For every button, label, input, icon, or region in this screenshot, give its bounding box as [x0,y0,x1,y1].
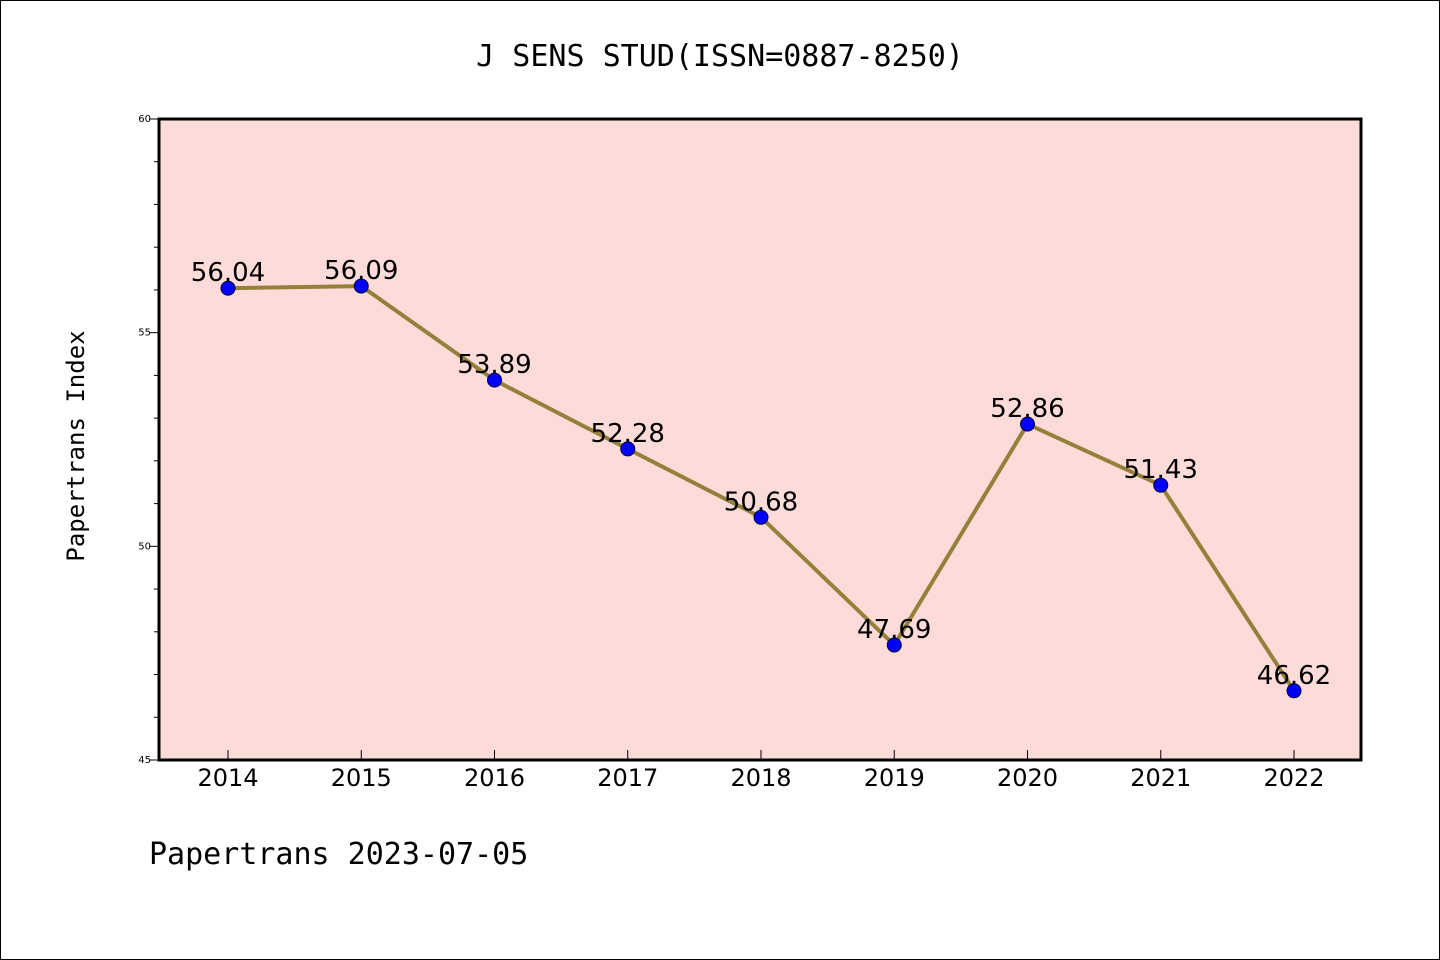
data-label: 50.68 [724,487,798,517]
x-tick-label: 2014 [197,764,258,792]
data-markers [220,278,1302,699]
x-axis: 2014 2015 2016 2017 2018 2019 2020 2021 2022 [197,750,1325,792]
data-label: 56.04 [191,258,265,288]
x-tick-label: 2016 [464,764,525,792]
x-tick-label: 2021 [1130,764,1191,792]
data-label: 56.09 [324,256,398,286]
data-point [620,441,636,457]
data-label: 47.69 [857,615,931,645]
data-point [1153,477,1169,493]
x-tick-label: 2015 [331,764,392,792]
y-axis-label: Papertrans Index [62,330,90,561]
x-tick-label: 2017 [597,764,658,792]
y-axis: 45 50 55 60 [138,114,159,766]
data-point [487,372,502,388]
data-label: 52.28 [591,419,665,449]
data-labels: 56.04 56.09 53.89 52.28 50.68 47.69 52.86 51.43… [191,256,1331,691]
x-tick-label: 2020 [997,764,1058,792]
data-point [886,637,902,653]
data-point [1020,416,1035,432]
x-tick-label: 2018 [730,764,791,792]
data-point [1286,683,1302,699]
y-tick-label: 50 [138,541,151,552]
y-tick-label: 55 [138,328,151,339]
chart-title: J SENS STUD(ISSN=0887-8250) [476,39,964,74]
data-label: 51.43 [1124,455,1198,485]
footer-text: Papertrans 2023-07-05 [149,837,528,872]
data-label: 52.86 [990,394,1064,424]
x-tick-label: 2022 [1263,764,1324,792]
plot-area [159,119,1361,760]
data-point [353,278,369,294]
plot-border [157,117,1363,762]
x-tick-label: 2019 [864,764,925,792]
data-label: 46.62 [1257,661,1331,691]
data-point [220,280,236,296]
y-tick-label: 60 [138,114,151,125]
y-tick-label: 45 [138,755,151,766]
data-point [753,509,769,525]
data-label: 53.89 [457,350,531,380]
